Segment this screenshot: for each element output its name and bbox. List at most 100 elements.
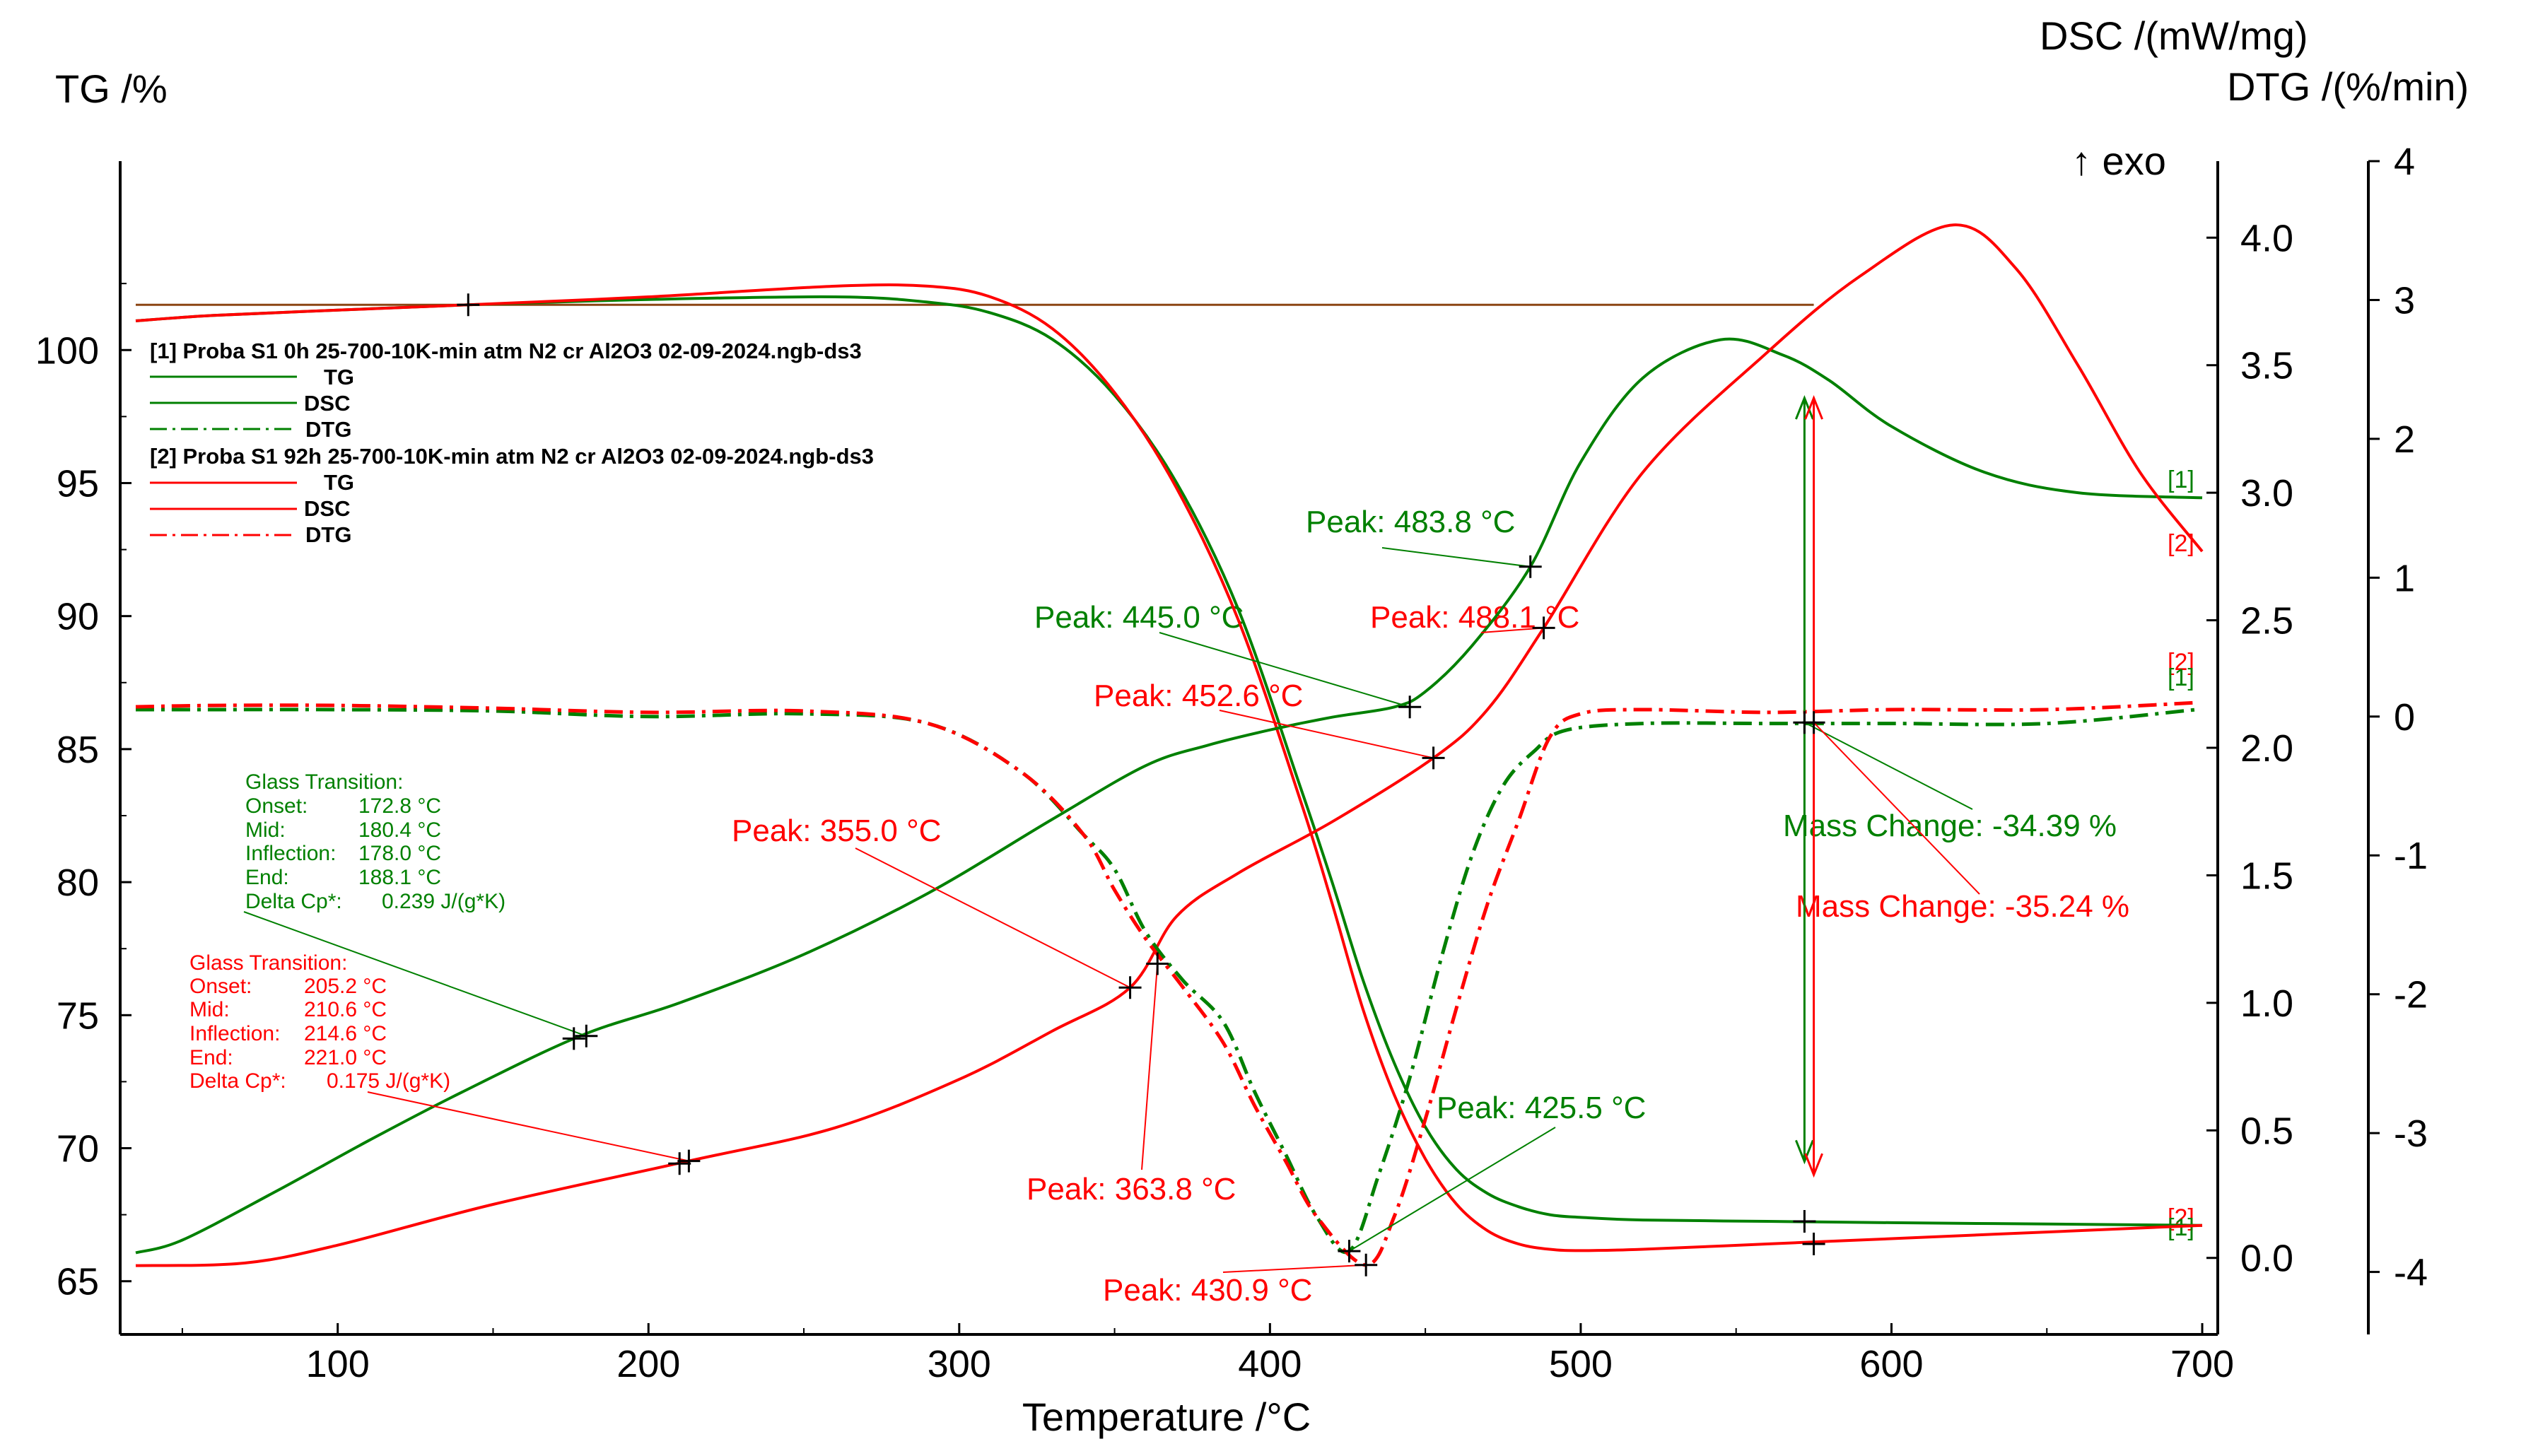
dtg-axis-title: DTG /(%/min) [2227,64,2469,109]
gt1-onset-label: Onset: [245,794,308,818]
marker-cross [575,1024,598,1047]
peak-label-425-5: Peak: 425.5 °C [1437,1091,1646,1125]
curve-tg-s1 [135,295,2203,1227]
gt1-title: Glass Transition: [245,770,403,794]
glass-transition-s1: Glass Transition: Onset: 172.8 °C Mid: 1… [245,770,505,913]
annotation-leader-line [1159,632,1410,708]
gt2-deltacp-label: Delta Cp*: [189,1069,286,1093]
end-tag-s1: [1] [2168,466,2194,493]
gt2-end-value: 221.0 °C [304,1046,387,1069]
marker-cross [1802,711,1825,734]
annotation-leader-line [1219,710,1434,759]
legend-s2-tg: TG [324,470,354,495]
gt2-title: Glass Transition: [189,951,347,975]
gt1-inflection-value: 178.0 °C [358,842,441,865]
legend-s2-title: [2] Proba S1 92h 25-700-10K-min atm N2 c… [150,444,874,469]
curves [135,223,2204,1267]
dtg-tick-label: 2 [2394,418,2415,461]
gt2-inflection-value: 214.6 °C [304,1022,387,1045]
mass-change-label-s2: Mass Change: -35.24 % [1796,889,2129,924]
dsc-tick-label: 2.0 [2240,727,2293,770]
marker-cross [1532,616,1555,640]
x-tick-label: 700 [2170,1343,2234,1385]
curve-dsc-s2 [135,223,2204,1267]
gt1-inflection-label: Inflection: [245,842,336,865]
gt1-deltacp-value: 0.239 J/(g*K) [382,890,505,913]
annotation-leader-line [1141,963,1159,1170]
dsc-tick-label: 4.0 [2240,217,2293,259]
axes: 100 200 300 400 500 600 700 65 70 75 80 85 90 95 100 0.… [35,141,2428,1385]
marker-cross [1338,1240,1361,1263]
x-tick-label: 400 [1238,1343,1302,1385]
legend-s1-tg: TG [324,365,354,389]
curve-tg-s2 [135,283,2203,1252]
peak-label-445-0: Peak: 445.0 °C [1034,600,1244,635]
gt1-onset-value: 172.8 °C [358,794,441,818]
dtg-tick-label: 0 [2394,696,2415,739]
marker-cross [1146,952,1169,975]
annotation-leader-line [367,1091,689,1162]
x-tick-label: 100 [306,1343,370,1385]
glass-transition-s2: Glass Transition: Onset: 205.2 °C Mid: 2… [189,951,450,1093]
dsc-tick-label: 3.0 [2240,472,2293,515]
tg-tick-label: 100 [35,329,99,372]
peak-label-355-0: Peak: 355.0 °C [732,814,941,848]
marker-cross [1793,1210,1816,1233]
annotation-leader-line [243,911,587,1037]
gt2-deltacp-value: 0.175 J/(g*K) [327,1069,450,1093]
tg-tick-label: 70 [57,1128,99,1170]
marker-cross [1802,1233,1825,1256]
tg-tick-label: 90 [57,596,99,638]
gt1-mid-label: Mid: [245,818,286,842]
dtg-tick-label: 4 [2394,141,2415,183]
x-tick-label: 600 [1859,1343,1923,1385]
dsc-tick-label: 0.0 [2240,1238,2293,1280]
mass-change-arrowhead-top-s1 [1794,394,1814,420]
annotation-leader-line [1813,722,1980,895]
dsc-tick-label: 3.5 [2240,345,2293,387]
tg-axis-title: TG /% [55,66,168,111]
gt2-onset-label: Onset: [189,975,252,998]
curve-dsc-s1 [135,337,2203,1255]
tg-tick-label: 75 [57,994,99,1037]
gt1-mid-value: 180.4 °C [358,818,441,842]
peak-label-488-1: Peak: 488.1 °C [1370,600,1579,635]
marker-cross [457,293,480,317]
gt1-deltacp-label: Delta Cp*: [245,890,342,913]
mass-change-arrowhead-bottom-s1 [1794,1139,1814,1165]
end-tag-s2-dtg: [2] [2168,649,2194,676]
annotation-leader-line [855,847,1131,989]
peak-label-363-8: Peak: 363.8 °C [1027,1172,1236,1207]
dsc-tick-label: 1.5 [2240,855,2293,897]
dsc-tick-label: 1.0 [2240,982,2293,1025]
marker-cross [1519,555,1542,578]
annotation-leader-line [1381,547,1531,568]
peak-label-452-6: Peak: 452.6 °C [1094,679,1303,713]
gt1-end-label: End: [245,866,289,889]
tg-tick-label: 80 [57,862,99,904]
gt2-inflection-label: Inflection: [189,1022,280,1045]
curve-dtg-s1 [136,708,2197,1255]
dtg-tick-label: -4 [2394,1252,2428,1294]
gt1-end-value: 188.1 °C [358,866,441,889]
gt2-end-label: End: [189,1046,233,1069]
marker-cross [1398,695,1422,719]
annotation-leader-line [1803,722,1973,810]
legend: [1] Proba S1 0h 25-700-10K-min atm N2 cr… [150,339,874,547]
gt2-mid-label: Mid: [189,998,230,1021]
mass-change-arrowhead-bottom-s2 [1804,1153,1823,1178]
dtg-tick-label: 3 [2394,279,2415,322]
annotation-leaders [243,293,1980,1276]
x-tick-label: 500 [1549,1343,1613,1385]
dsc-tick-label: 0.5 [2240,1110,2293,1152]
marker-cross [1422,746,1445,770]
marker-cross [1118,976,1142,999]
legend-s1-dtg: DTG [305,417,351,442]
legend-s1-dsc: DSC [304,391,350,416]
mass-change-arrowhead-top-s2 [1804,394,1823,420]
gt2-mid-value: 210.6 °C [304,998,387,1021]
curve-dtg-s2 [135,700,2197,1267]
dtg-tick-label: -3 [2394,1112,2428,1155]
marker-cross [668,1152,691,1175]
